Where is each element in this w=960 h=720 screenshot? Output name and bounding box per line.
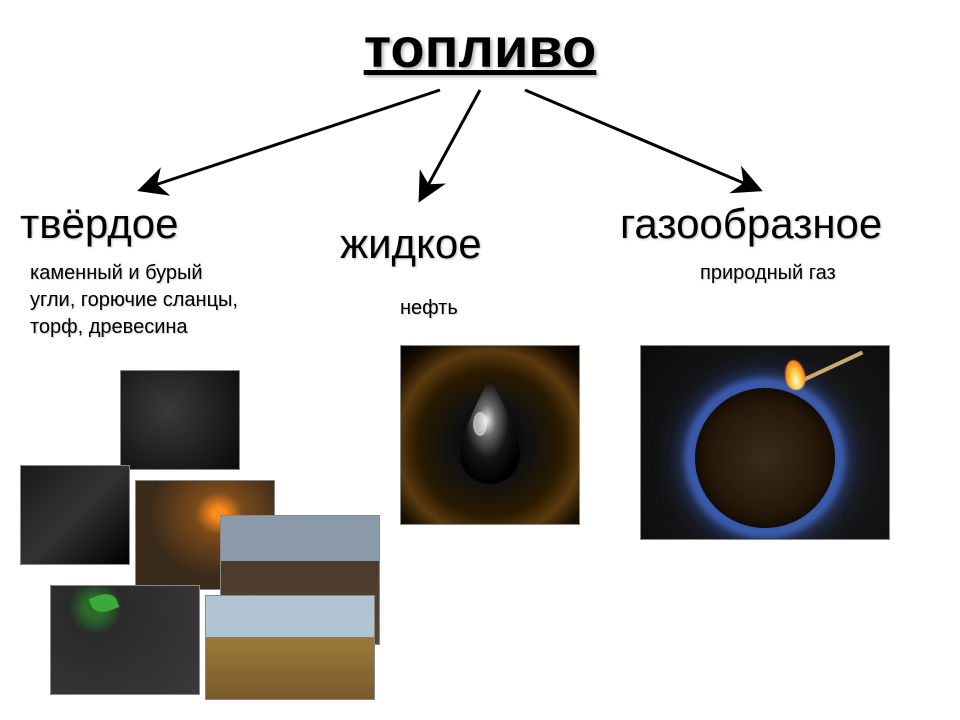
category-solid-description: каменный и бурый угли, горючие сланцы, т… [30, 260, 250, 341]
category-gas-label: газообразное [620, 200, 882, 248]
category-gas-description: природный газ [700, 260, 836, 287]
gas-fuel-image [640, 345, 890, 545]
gas-burner-icon [640, 345, 890, 540]
firewood-stack-icon [205, 595, 375, 700]
coal-rock-icon [120, 370, 240, 470]
category-solid-label: твёрдое [20, 200, 179, 248]
solid-fuel-image-cluster [20, 370, 380, 700]
diagram-title: топливо [364, 15, 597, 80]
category-liquid-description: нефть [400, 295, 458, 322]
branch-arrows [0, 85, 960, 205]
anthracite-icon [20, 465, 130, 565]
liquid-fuel-image [400, 345, 580, 525]
lit-match-icon [779, 356, 869, 406]
charcoal-with-leaf-icon [50, 585, 200, 695]
category-liquid-label: жидкое [340, 220, 482, 268]
oil-drop-icon [400, 345, 580, 525]
